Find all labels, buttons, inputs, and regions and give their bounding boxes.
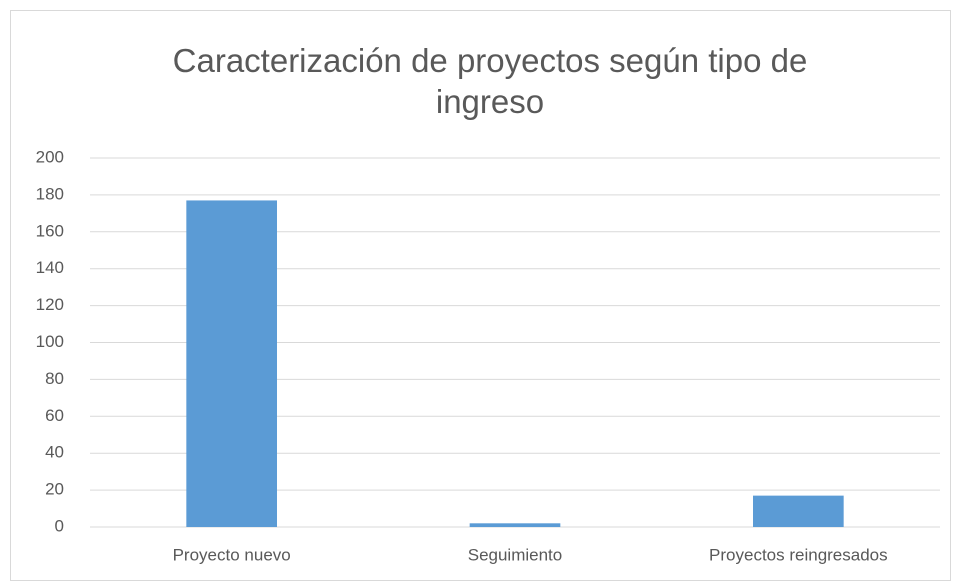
y-tick-label: 40 (45, 443, 64, 462)
y-tick-label: 200 (36, 147, 64, 166)
x-tick-label: Seguimiento (468, 545, 563, 564)
bar (753, 495, 844, 527)
y-tick-label: 100 (36, 332, 64, 351)
x-tick-label: Proyectos reingresados (709, 545, 888, 564)
y-tick-label: 140 (36, 258, 64, 277)
bar (469, 523, 561, 527)
chart-title: Caracterización de proyectos según tipo … (172, 42, 808, 120)
y-tick-label: 0 (55, 516, 64, 535)
bar (186, 200, 277, 527)
y-tick-label: 180 (36, 184, 64, 203)
y-tick-label: 20 (45, 480, 64, 499)
y-tick-label: 120 (36, 295, 64, 314)
y-tick-label: 160 (36, 221, 64, 240)
chart-border (10, 10, 951, 581)
y-tick-label: 60 (45, 406, 64, 425)
y-tick-label: 80 (45, 369, 64, 388)
x-tick-label: Proyecto nuevo (173, 545, 291, 564)
